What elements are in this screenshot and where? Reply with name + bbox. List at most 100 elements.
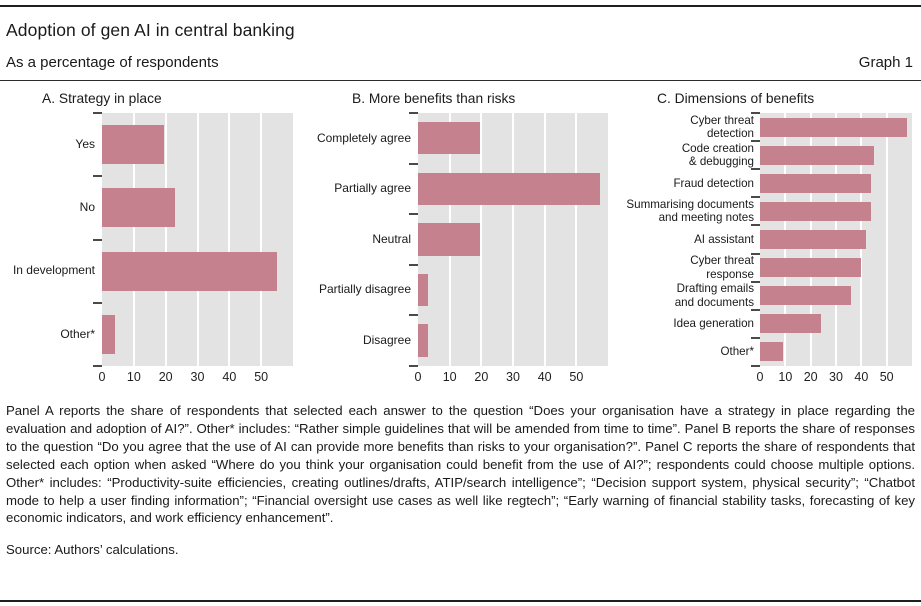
bar: [418, 172, 601, 206]
bar-row: [418, 214, 608, 265]
bar-row: [760, 197, 912, 225]
bar-row: [102, 303, 293, 366]
bar: [760, 314, 821, 334]
x-axis-tick-label: 20: [803, 370, 818, 384]
gridline: [164, 113, 167, 366]
bar: [760, 342, 783, 362]
panel-b-body: Completely agree Partially agree Neutral Pa…: [300, 112, 610, 389]
panel-b-more-benefits-than-risks: B. More benefits than risks Completely a…: [300, 88, 610, 389]
gridline: [196, 113, 199, 366]
x-axis-tick-label: 0: [414, 370, 422, 384]
category-label-column: Cyber threat detection Code creation & de…: [610, 113, 760, 366]
bar: [418, 122, 480, 155]
bar-row: [760, 338, 912, 366]
graph-figure: A. Strategy in place Yes No In development…: [0, 88, 921, 389]
y-axis-tick: [751, 224, 760, 227]
x-axis-tick-label: 40: [854, 370, 869, 384]
bar-row: [760, 113, 912, 141]
plot-area-wrap: 0 10 20 30 40 50: [409, 112, 608, 389]
y-axis-tick: [93, 238, 102, 241]
category-label: Disagree: [362, 332, 411, 347]
bar: [102, 251, 278, 291]
category-label: Neutral: [372, 231, 411, 246]
bar-row: [760, 141, 912, 169]
bar: [102, 314, 115, 354]
category-label: Summarising documents and meeting notes: [626, 197, 754, 225]
category-label: Fraud detection: [673, 176, 754, 190]
bar-row: [760, 282, 912, 310]
x-axis-tick-label: 20: [158, 370, 173, 384]
source-text: Source: Authors’ calculations.: [6, 542, 179, 558]
panel-a-body: Yes No In development Other* 0 10 20 30 40 50: [0, 112, 300, 389]
x-axis-tick-label: 0: [98, 370, 106, 384]
bar-row: [418, 315, 608, 366]
x-axis: 0 10 20 30 40 50: [98, 366, 293, 389]
bar-row: [760, 225, 912, 253]
panel-a-title: A. Strategy in place: [42, 91, 162, 106]
y-axis-tick: [751, 252, 760, 255]
bar: [760, 173, 872, 193]
plot-area: [93, 112, 293, 367]
x-axis: 0 10 20 30 40 50: [414, 366, 608, 389]
footnote-text: Panel A reports the share of respondents…: [6, 403, 915, 526]
bar: [760, 145, 874, 165]
x-axis-tick-label: 30: [829, 370, 843, 384]
y-axis-tick: [751, 308, 760, 311]
gridline: [512, 113, 514, 366]
panel-c-title: C. Dimensions of benefits: [657, 91, 815, 106]
category-label: AI assistant: [694, 232, 754, 246]
y-axis-tick: [751, 336, 760, 339]
x-axis-tick-label: 20: [474, 370, 489, 384]
x-axis-tick-label: 50: [569, 370, 584, 384]
x-axis-tick-label: 30: [190, 370, 205, 384]
bar: [760, 229, 867, 250]
category-label: Code creation & debugging: [681, 141, 754, 169]
y-axis-tick: [93, 112, 102, 114]
bar: [760, 117, 907, 137]
gridline: [543, 113, 546, 366]
subtitle: As a percentage of respondents: [6, 54, 219, 71]
plot-area: [751, 112, 912, 367]
bar: [760, 201, 872, 221]
bar: [102, 188, 176, 228]
gridline: [132, 113, 135, 366]
category-label-column: Yes No In development Other*: [0, 113, 102, 366]
y-axis-tick: [751, 112, 760, 114]
category-label: Cyber threat detection: [690, 113, 754, 141]
category-label: No: [79, 200, 95, 215]
gridline: [260, 113, 263, 366]
bar-row: [760, 169, 912, 197]
y-axis-tick: [409, 162, 418, 165]
y-axis-tick: [409, 365, 418, 367]
category-label: Completely agree: [316, 130, 411, 145]
y-axis-tick: [409, 112, 418, 114]
y-axis-tick: [751, 280, 760, 283]
y-axis-tick: [409, 314, 418, 317]
bar-row: [760, 254, 912, 282]
y-axis-tick: [751, 365, 760, 367]
category-label: Partially disagree: [318, 282, 411, 297]
y-axis-tick: [93, 301, 102, 304]
y-axis-tick: [93, 365, 102, 367]
header-divider-rule: [0, 80, 921, 81]
bar: [102, 125, 165, 165]
graph-number-label: Graph 1: [858, 54, 913, 71]
top-border-rule: [0, 5, 921, 7]
gridline: [480, 113, 483, 366]
y-axis-tick: [409, 213, 418, 216]
x-axis: 0 10 20 30 40 50: [756, 366, 912, 389]
x-axis-tick-label: 0: [756, 370, 764, 384]
y-axis-tick: [751, 168, 760, 171]
plot-area-wrap: 0 10 20 30 40 50: [93, 112, 293, 389]
panel-a-strategy-in-place: A. Strategy in place Yes No In development…: [0, 88, 300, 389]
panel-c-body: Cyber threat detection Code creation & de…: [610, 112, 921, 389]
panel-c-dimensions-of-benefits: C. Dimensions of benefits Cyber threat d…: [610, 88, 921, 389]
category-label: Drafting emails and documents: [674, 282, 754, 309]
bar-row: [102, 240, 293, 303]
category-label-column: Completely agree Partially agree Neutral Pa…: [300, 113, 418, 366]
y-axis-tick: [751, 196, 760, 199]
x-axis-tick-label: 10: [126, 370, 141, 384]
bar-row: [102, 176, 293, 239]
y-axis-tick: [751, 140, 760, 143]
plot-area: [409, 112, 608, 367]
